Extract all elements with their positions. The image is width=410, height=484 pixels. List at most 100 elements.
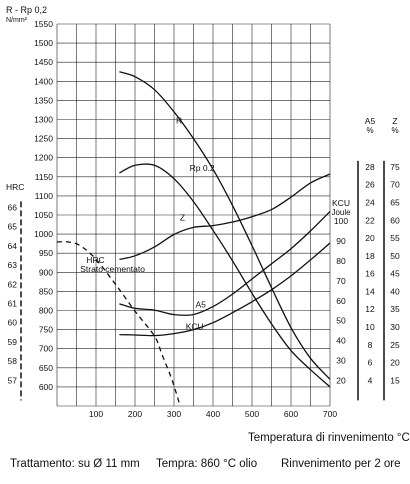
x-tick-label: 400 (206, 409, 220, 419)
temper-note: Rinvenimento per 2 ore (281, 458, 401, 470)
a5-tick-label: 6 (368, 358, 373, 368)
hrc-tick-label: 63 (8, 260, 18, 270)
z-tick-label: 40 (390, 286, 400, 296)
kcu-curve (119, 242, 331, 337)
hrc-tick-label: 66 (8, 202, 18, 212)
z-tick-label: 55 (390, 233, 400, 243)
a5-tick-label: 12 (365, 304, 375, 314)
strength-axis-unit: N/mm² (6, 17, 28, 24)
a5-tick-label: 16 (365, 269, 375, 279)
strength-tick-label: 900 (39, 267, 53, 277)
strength-axis-label: R - Rp 0,2 (6, 5, 47, 15)
x-tick-label: 700 (323, 409, 337, 419)
hrc-curve-label: HRC (86, 255, 104, 265)
strength-tick-label: 1550 (34, 19, 53, 29)
hrc-tick-label: 58 (8, 356, 18, 366)
strength-tick-label: 1100 (35, 191, 54, 201)
r-curve-label: R (176, 115, 182, 125)
hrc-axis: HRC 57 58 59 60 61 62 63 64 65 66 (6, 182, 24, 401)
a5-curve (119, 210, 331, 317)
z-tick-label: 20 (390, 358, 400, 368)
a5-tick-label: 10 (365, 322, 375, 332)
z-curve (119, 173, 331, 261)
hrc-curve-sublabel: Strato cementato (80, 264, 145, 274)
strength-tick-label: 1300 (34, 115, 53, 125)
hrc-tick-label: 59 (8, 337, 18, 347)
a5-tick-label: 22 (365, 215, 375, 225)
kcu-tick-label: 70 (336, 276, 346, 286)
treatment-note: Trattamento: su Ø 11 mm (10, 458, 140, 470)
z-tick-label: 35 (390, 304, 400, 314)
hrc-tick-label: 57 (8, 375, 18, 385)
z-tick-label: 60 (390, 215, 400, 225)
temperature-axis: 100 200 300 400 500 600 700 (89, 409, 337, 419)
kcu-axis-label: KCU (332, 198, 350, 208)
r-curve (119, 71, 331, 380)
a5-tick-label: 18 (365, 251, 375, 261)
kcu-tick-label: 90 (336, 236, 346, 246)
strength-tick-label: 1150 (35, 172, 54, 182)
strength-tick-label: 600 (39, 382, 53, 392)
strength-tick-label: 1400 (34, 76, 53, 86)
z-tick-label: 25 (390, 340, 400, 350)
kcu-tick-label: 80 (336, 256, 346, 266)
strength-tick-label: 800 (39, 306, 53, 316)
strength-tick-label: 1450 (34, 57, 53, 67)
rp-0-2-curve-label: Rp 0.2 (190, 163, 215, 173)
kcu-tick-label: 30 (336, 355, 346, 365)
hrc-axis-label: HRC (6, 182, 24, 192)
strength-tick-label: 650 (39, 363, 53, 373)
a5-axis-label: A5 (365, 116, 376, 126)
a5-tick-label: 14 (365, 286, 375, 296)
chart-curves (56, 71, 331, 406)
rp-0-2-curve (119, 163, 331, 388)
a5-tick-label: 20 (365, 233, 375, 243)
strength-tick-label: 1050 (34, 210, 53, 220)
x-tick-label: 200 (128, 409, 142, 419)
x-tick-label: 600 (284, 409, 298, 419)
quench-note: Tempra: 860 °C olio (156, 458, 258, 470)
kcu-tick-label: 40 (336, 336, 346, 346)
kcu-tick-label: 50 (336, 316, 346, 326)
hrc-tick-label: 62 (8, 279, 18, 289)
strength-tick-label: 1200 (34, 153, 53, 163)
a5-tick-label: 26 (365, 180, 375, 190)
z-tick-label: 15 (390, 375, 400, 385)
hrc-tick-label: 64 (8, 241, 18, 251)
x-tick-label: 500 (245, 409, 259, 419)
x-axis-title: Temperatura di rinvenimento °C (248, 432, 410, 444)
z-tick-label: 50 (390, 251, 400, 261)
a5-tick-label: 24 (365, 197, 375, 207)
chart-grid (56, 23, 331, 407)
hrc-tick-label: 61 (8, 298, 18, 308)
kcu-tick-label: 20 (336, 375, 346, 385)
a5-axis-unit: % (366, 126, 373, 135)
kcu-curve-label: KCU (186, 322, 204, 332)
a5-tick-label: 4 (368, 375, 373, 385)
z-tick-label: 65 (390, 197, 400, 207)
strength-tick-label: 1500 (34, 38, 53, 48)
strength-tick-label: 700 (39, 344, 53, 354)
a5-curve-label: A5 (195, 299, 206, 309)
a5-tick-label: 28 (365, 162, 375, 172)
hrc-strato-cementato-curve (56, 241, 181, 406)
z-tick-label: 75 (390, 162, 400, 172)
strength-tick-label: 1350 (34, 95, 53, 105)
strength-tick-label: 750 (39, 325, 53, 335)
z-tick-label: 45 (390, 269, 400, 279)
x-tick-label: 300 (167, 409, 181, 419)
strength-tick-label: 1000 (34, 229, 53, 239)
kcu-tick-label: 60 (336, 296, 346, 306)
strength-axis: R - Rp 0,2 N/mm² 600 650 700 750 800 850 900 950 1… (6, 5, 53, 392)
strength-tick-label: 1250 (34, 134, 53, 144)
strength-tick-label: 950 (39, 248, 53, 258)
kcu-axis-unit: Joule (331, 208, 351, 217)
z-tick-label: 30 (390, 322, 400, 332)
kcu-tick-label: 100 (334, 216, 348, 226)
hrc-tick-label: 65 (8, 222, 18, 232)
x-tick-label: 100 (89, 409, 103, 419)
z-tick-label: 70 (390, 180, 400, 190)
